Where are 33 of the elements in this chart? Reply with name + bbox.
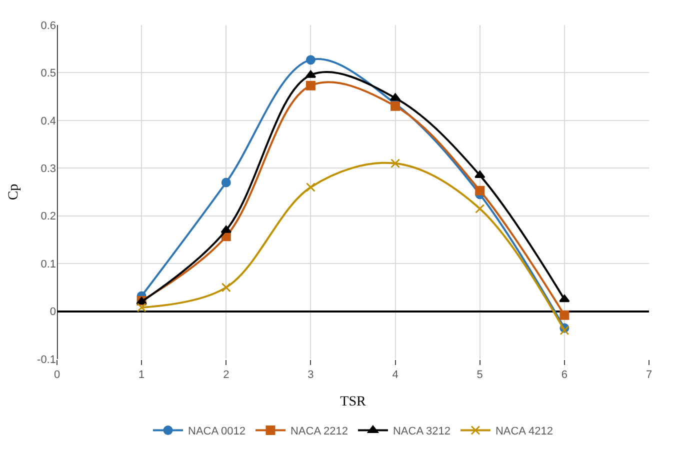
legend-label: NACA 3212 (392, 426, 450, 438)
y-tick-label: 0.5 (40, 68, 56, 80)
point (559, 294, 570, 302)
point (306, 182, 316, 192)
legend-label: NACA 2212 (290, 426, 348, 438)
point (560, 326, 570, 336)
legend-label: NACA 4212 (495, 426, 553, 438)
point (390, 158, 400, 168)
legend-label: NACA 0012 (188, 426, 246, 438)
point (475, 186, 485, 196)
y-tick-label: -0.1 (37, 354, 56, 366)
x-tick-label: 6 (561, 369, 568, 382)
y-tick-label: 0.4 (40, 115, 56, 128)
x-tick-label: 5 (476, 369, 483, 382)
x-tick-label: 3 (308, 369, 314, 382)
point (306, 55, 316, 65)
x-tick-label: 7 (646, 369, 652, 382)
point (221, 178, 231, 188)
point (136, 302, 146, 312)
x-axis-title: TSR (340, 394, 366, 410)
x-tick-label: 4 (392, 369, 398, 382)
y-tick-label: 0.2 (40, 210, 56, 223)
y-tick-label: 0.1 (40, 258, 56, 270)
y-axis-title: Cp (6, 184, 22, 200)
point (475, 204, 485, 214)
y-tick-label: 0.3 (40, 162, 56, 175)
y-tick-label: 0 (50, 306, 56, 318)
point (221, 282, 231, 292)
point (560, 310, 570, 320)
point (306, 80, 316, 90)
y-tick-label: 0.6 (40, 20, 56, 32)
x-tick-label: 2 (223, 369, 230, 382)
x-tick-label: 1 (138, 369, 145, 382)
